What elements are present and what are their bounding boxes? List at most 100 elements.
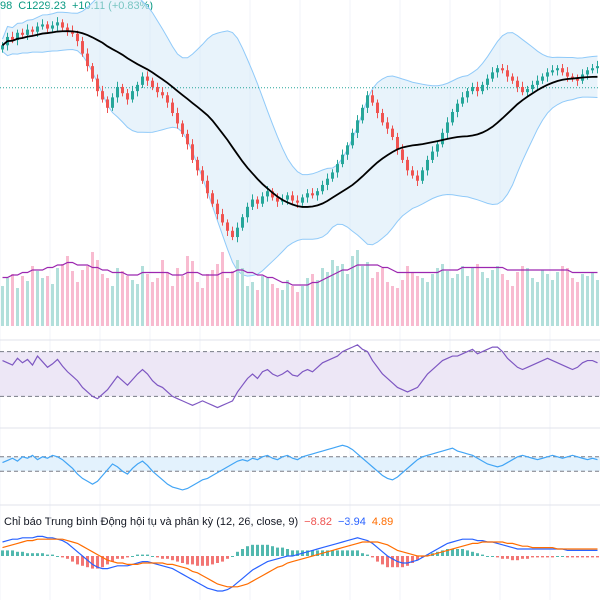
- volume-bar: [241, 268, 244, 326]
- macd-histogram-bar: [501, 556, 504, 559]
- macd-legend-macd-value: −8.82: [304, 516, 332, 528]
- volume-bar: [376, 272, 379, 326]
- volume-bar: [541, 270, 544, 326]
- candle-body: [41, 24, 44, 27]
- moving-average-line: [1, 30, 598, 208]
- candle-body: [416, 175, 419, 181]
- volume-bar: [166, 272, 169, 326]
- macd-histogram-bar: [71, 556, 74, 562]
- candle-body: [191, 144, 194, 160]
- candle-body: [316, 191, 319, 196]
- macd-histogram-bar: [151, 556, 154, 557]
- volume-bar: [201, 288, 204, 326]
- candle-body: [306, 193, 309, 198]
- macd-histogram-bar: [76, 556, 79, 565]
- candle-body: [256, 199, 259, 204]
- volume-bar: [381, 268, 384, 326]
- candle-body: [11, 36, 14, 41]
- volume-bar: [246, 286, 249, 326]
- candle-body: [471, 86, 474, 92]
- candle-body: [36, 26, 39, 32]
- macd-histogram-bar: [66, 556, 69, 559]
- macd-histogram-bar: [316, 550, 319, 556]
- candle-body: [366, 95, 369, 108]
- candle-body: [16, 32, 19, 41]
- macd-histogram-bar: [371, 556, 374, 558]
- candle-body: [321, 184, 324, 192]
- volume-bar: [501, 274, 504, 326]
- volume-bar: [331, 260, 334, 326]
- candle-body: [566, 72, 569, 77]
- volume-bar: [21, 276, 24, 326]
- candle-body: [156, 86, 159, 93]
- candle-body: [141, 76, 144, 85]
- candle-body: [31, 29, 34, 32]
- candle-body: [341, 154, 344, 165]
- macd-histogram-bar: [221, 556, 224, 562]
- oscillator-pane: [0, 444, 600, 491]
- volume-bar: [251, 282, 254, 326]
- volume-bar: [161, 260, 164, 326]
- volume-bar: [561, 266, 564, 326]
- volume-bar: [36, 271, 39, 326]
- volume-bar: [306, 278, 309, 326]
- candle-body: [151, 80, 154, 87]
- rsi-pane: [0, 344, 600, 409]
- macd-pane: [1, 535, 599, 592]
- macd-histogram-bar: [196, 556, 199, 566]
- macd-histogram-bar: [26, 553, 29, 556]
- volume-bar: [556, 272, 559, 326]
- candle-body: [521, 86, 524, 93]
- ohlc-close-prefix: 98: [0, 0, 13, 12]
- macd-histogram-bar: [326, 550, 329, 556]
- macd-histogram-bar: [46, 554, 49, 556]
- macd-histogram-bar: [421, 556, 424, 558]
- volume-bar: [206, 274, 209, 326]
- macd-histogram-bar: [141, 554, 144, 556]
- macd-histogram-bar: [446, 549, 449, 556]
- volume-bar: [571, 278, 574, 326]
- volume-bar: [136, 284, 139, 326]
- volume-bar: [191, 261, 194, 326]
- macd-histogram-bar: [521, 556, 524, 559]
- macd-histogram-bar: [581, 556, 584, 558]
- macd-histogram-bar: [56, 556, 59, 557]
- volume-bar: [281, 290, 284, 326]
- volume-bar: [131, 280, 134, 326]
- volume-bar: [391, 286, 394, 326]
- volume-bar: [196, 282, 199, 326]
- candle-body: [326, 178, 329, 185]
- candle-body: [336, 164, 339, 173]
- candle-body: [461, 97, 464, 104]
- volume-bar: [106, 278, 109, 326]
- macd-histogram-bar: [201, 556, 204, 566]
- volume-bar: [316, 280, 319, 326]
- volume-bar: [511, 286, 514, 326]
- volume-bar: [441, 264, 444, 326]
- volume-bar: [351, 256, 354, 326]
- volume-bar: [176, 268, 179, 326]
- candle-body: [486, 78, 489, 85]
- volume-bar: [596, 280, 599, 326]
- candle-body: [86, 53, 89, 67]
- macd-histogram-bar: [536, 556, 539, 558]
- volume-bar: [121, 271, 124, 326]
- volume-bar: [276, 288, 279, 326]
- candle-body: [261, 196, 264, 204]
- candle-body: [276, 197, 279, 202]
- candle-body: [511, 76, 514, 81]
- macd-histogram-bar: [81, 556, 84, 566]
- macd-histogram-bar: [121, 556, 124, 559]
- candle-body: [136, 84, 139, 92]
- rsi-line: [2, 344, 598, 409]
- candle-body: [231, 230, 234, 238]
- volume-bar: [346, 274, 349, 326]
- candle-body: [406, 159, 409, 171]
- macd-histogram-bar: [171, 556, 174, 561]
- macd-histogram-bar: [136, 554, 139, 556]
- macd-histogram-bar: [131, 556, 134, 557]
- candle-body: [201, 170, 204, 181]
- macd-histogram-bar: [206, 556, 209, 566]
- macd-histogram-bar: [146, 554, 149, 556]
